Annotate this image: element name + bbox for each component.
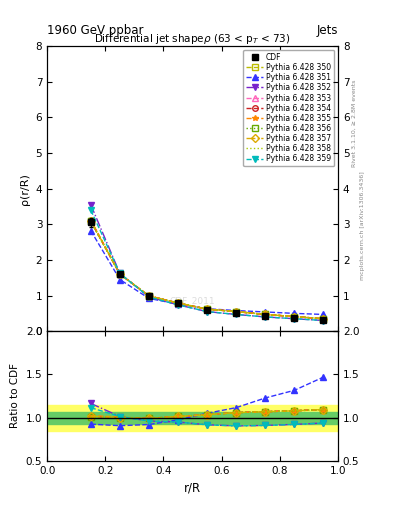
- Text: mcplots.cern.ch [arXiv:1306.3436]: mcplots.cern.ch [arXiv:1306.3436]: [360, 171, 365, 280]
- Text: 1960 GeV ppbar: 1960 GeV ppbar: [47, 24, 144, 37]
- Y-axis label: ρ(r/R): ρ(r/R): [20, 173, 30, 205]
- Legend: CDF, Pythia 6.428 350, Pythia 6.428 351, Pythia 6.428 352, Pythia 6.428 353, Pyt: CDF, Pythia 6.428 350, Pythia 6.428 351,…: [243, 50, 334, 166]
- Text: CDF_2011: CDF_2011: [170, 296, 215, 305]
- Title: Differential jet shape$\rho$ (63 < p$_T$ < 73): Differential jet shape$\rho$ (63 < p$_T$…: [94, 32, 291, 46]
- X-axis label: r/R: r/R: [184, 481, 201, 494]
- Y-axis label: Ratio to CDF: Ratio to CDF: [10, 364, 20, 429]
- Text: Jets: Jets: [316, 24, 338, 37]
- Text: Rivet 3.1.10, ≥ 2.8M events: Rivet 3.1.10, ≥ 2.8M events: [352, 79, 357, 166]
